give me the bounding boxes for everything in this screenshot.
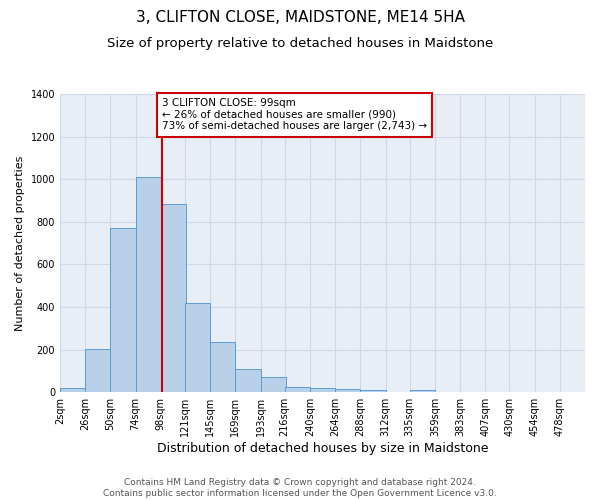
Y-axis label: Number of detached properties: Number of detached properties [15,156,25,331]
Bar [260,378,286,392]
Bar [136,177,161,392]
Bar [60,388,85,392]
Bar [361,390,386,392]
Bar [185,303,210,392]
Bar [235,369,260,392]
Text: 3, CLIFTON CLOSE, MAIDSTONE, ME14 5HA: 3, CLIFTON CLOSE, MAIDSTONE, ME14 5HA [136,10,464,25]
Bar [310,388,335,392]
Bar [85,348,110,393]
Text: Size of property relative to detached houses in Maidstone: Size of property relative to detached ho… [107,38,493,51]
Text: 3 CLIFTON CLOSE: 99sqm
← 26% of detached houses are smaller (990)
73% of semi-de: 3 CLIFTON CLOSE: 99sqm ← 26% of detached… [162,98,427,132]
Bar [161,204,186,392]
Bar [210,342,235,392]
Text: Contains HM Land Registry data © Crown copyright and database right 2024.
Contai: Contains HM Land Registry data © Crown c… [103,478,497,498]
Bar [285,387,310,392]
Bar [110,228,136,392]
X-axis label: Distribution of detached houses by size in Maidstone: Distribution of detached houses by size … [157,442,488,455]
Bar [335,389,361,392]
Bar [410,390,435,392]
